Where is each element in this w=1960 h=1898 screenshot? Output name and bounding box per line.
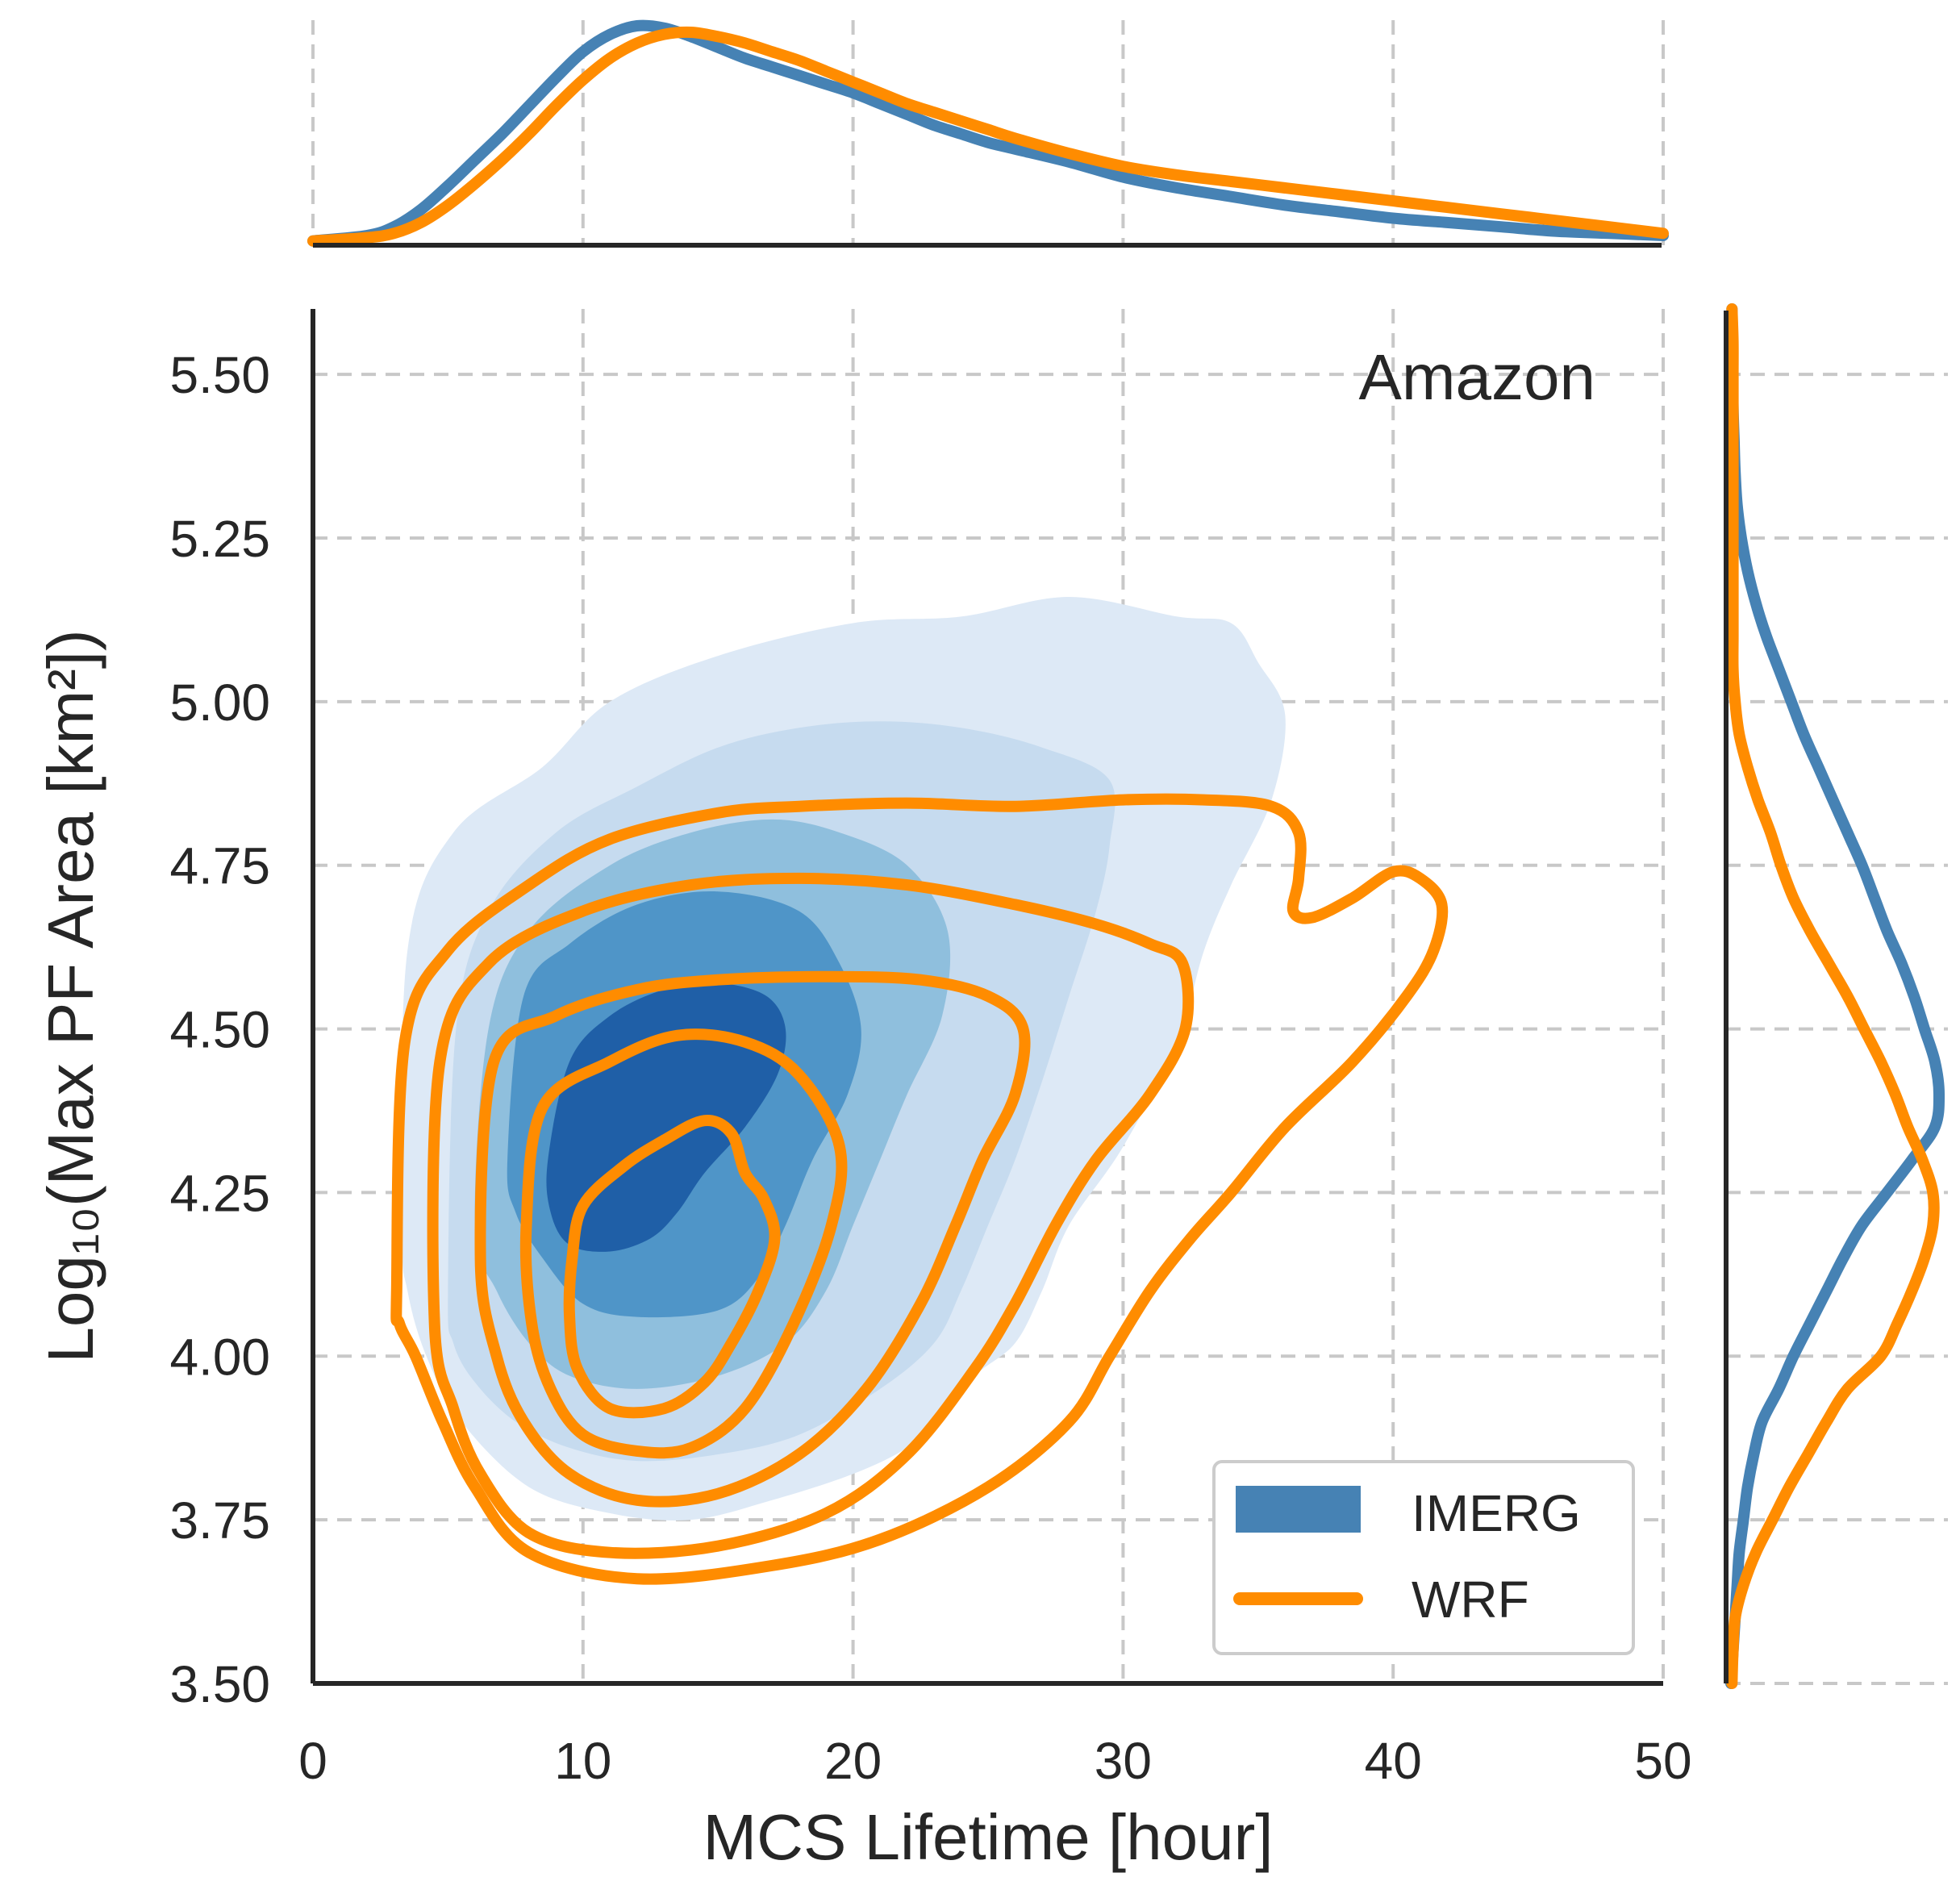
x-marginal-wrf-curve — [307, 26, 1669, 247]
y-tick-label: 4.25 — [169, 1164, 270, 1222]
x-tick-label: 0 — [298, 1732, 327, 1790]
y-marginal-imerg-curve — [1725, 303, 1945, 1689]
right-marginal-panel — [1724, 303, 1948, 1689]
top-marginal-panel — [307, 19, 1669, 248]
y-tick-label: 4.00 — [169, 1328, 270, 1386]
legend-imerg-swatch — [1236, 1486, 1361, 1533]
x-marginal-imerg-curve — [307, 19, 1669, 247]
region-label: Amazon — [1359, 341, 1595, 413]
y-tick-label: 3.75 — [169, 1491, 270, 1550]
imerg-filled-contours — [401, 597, 1286, 1520]
x-tick-label: 20 — [824, 1732, 882, 1790]
x-tick-label: 10 — [554, 1732, 611, 1790]
wrf-contour-level-2 — [427, 872, 1195, 1559]
legend-wrf-label: WRF — [1412, 1571, 1529, 1629]
y-tick-label: 3.50 — [169, 1655, 270, 1713]
wrf-contour-lines — [390, 793, 1449, 1585]
legend: IMERG WRF — [1212, 1460, 1635, 1655]
wrf-contour-level-5 — [563, 1115, 781, 1419]
x-axis-title: MCS Lifetime [hour] — [703, 1801, 1274, 1873]
wrf-contour-level-4 — [519, 1028, 848, 1459]
legend-imerg-label: IMERG — [1412, 1484, 1581, 1542]
x-tick-label: 30 — [1095, 1732, 1152, 1790]
y-tick-label: 5.25 — [169, 510, 270, 568]
x-tick-label: 50 — [1634, 1732, 1691, 1790]
y-tick-labels: 3.50 3.75 4.00 4.25 4.50 4.75 5.00 5.25 5.50 — [169, 346, 270, 1713]
x-tick-labels: 0 10 20 30 40 50 — [298, 1732, 1691, 1790]
y-tick-label: 5.00 — [169, 674, 270, 732]
main-panel: 0 10 20 30 40 50 3.50 3.75 4.00 4.25 4.50 4.75 5.00… — [35, 309, 1692, 1873]
x-tick-label: 40 — [1365, 1732, 1422, 1790]
y-axis-title: Log₁₀(Max PF Area [km²]) — [35, 629, 106, 1362]
y-marginal-wrf-curve — [1726, 303, 1940, 1689]
y-tick-label: 5.50 — [169, 346, 270, 404]
y-tick-label: 4.75 — [169, 837, 270, 895]
right-marginal-grid — [1726, 373, 1948, 1685]
wrf-contour-level-1 — [390, 793, 1449, 1585]
y-tick-label: 4.50 — [169, 1001, 270, 1059]
wrf-contour-level-3 — [474, 970, 1031, 1508]
